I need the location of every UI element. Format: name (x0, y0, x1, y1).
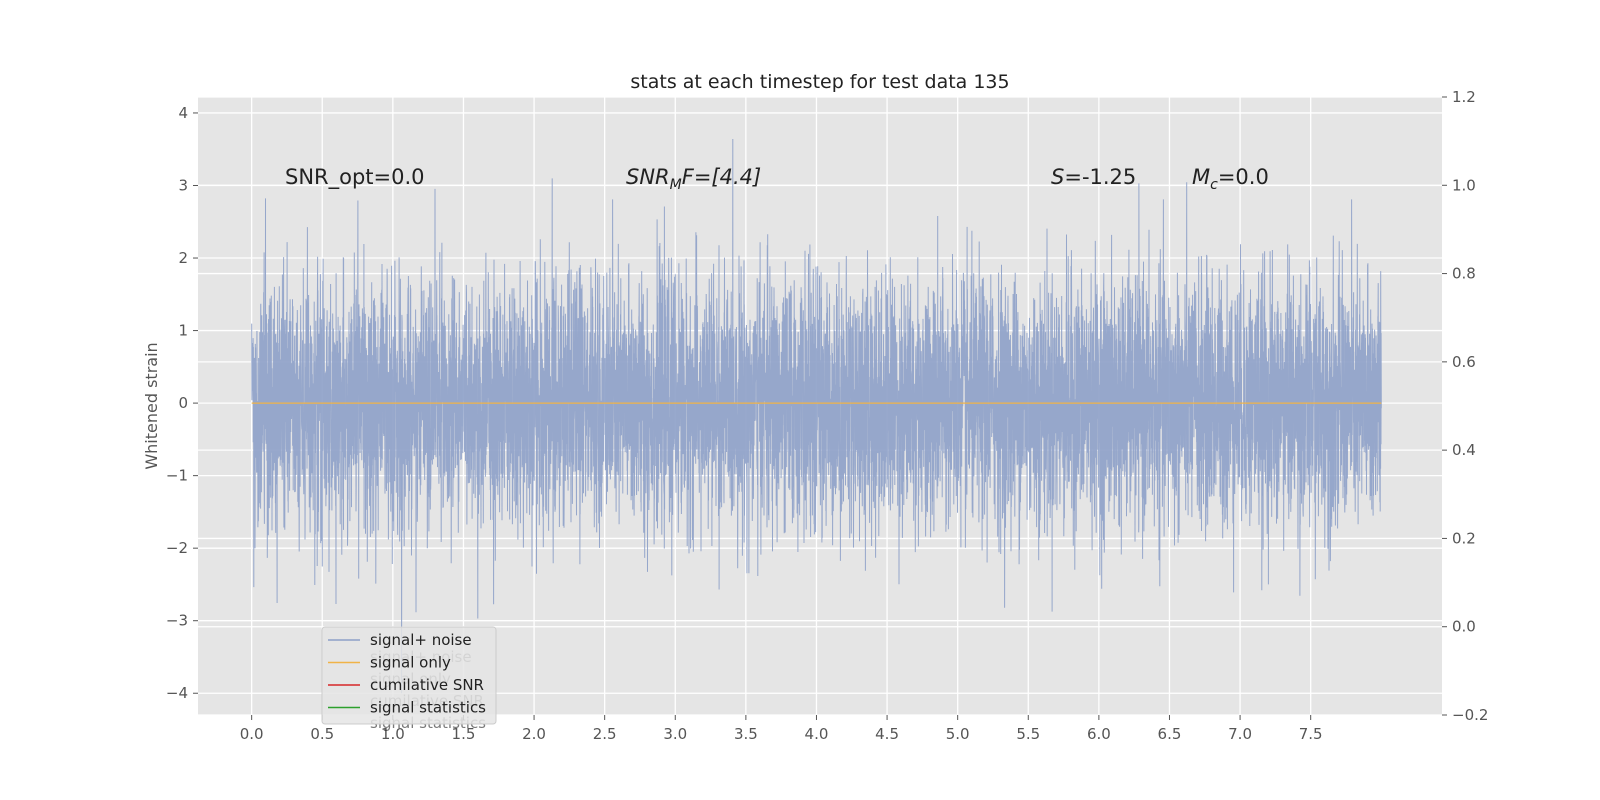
annotation-s-symbol: S (1051, 165, 1064, 189)
legend-label: signal statistics (370, 699, 486, 717)
y-tick-label: 3 (178, 176, 188, 194)
y-tick-label: 2 (178, 249, 188, 267)
y2-tick-label: 0.4 (1452, 441, 1476, 459)
x-tick-label: 2.0 (522, 725, 546, 743)
y-tick-label: 4 (178, 104, 188, 122)
annotation-mc-sub: c (1210, 177, 1218, 193)
y2-tick-label: 0.2 (1452, 529, 1476, 547)
y2-tick-label: 0.6 (1452, 353, 1476, 371)
legend-label: cumilative SNR (370, 676, 484, 694)
y2-tick-label: 0.0 (1452, 618, 1476, 636)
x-tick-label: 4.0 (805, 725, 829, 743)
legend-label: signal+ noise (370, 631, 472, 649)
x-tick-label: 5.0 (946, 725, 970, 743)
x-tick-label: 1.5 (452, 725, 476, 743)
x-tick-label: 1.0 (381, 725, 405, 743)
y-tick-label: −3 (166, 612, 188, 630)
series-layer (251, 138, 1382, 694)
annotation-mc: Mc=0.0 (1192, 165, 1269, 193)
annotation-snr-mf-sub: M (670, 177, 682, 193)
annotation-snr-opt: SNR_opt=0.0 (285, 165, 425, 190)
x-tick-label: 7.5 (1299, 725, 1323, 743)
x-tick-label: 3.5 (734, 725, 758, 743)
legend: signal+ noise signal only cumilative SNR si… (321, 626, 497, 725)
x-tick-label: 3.0 (663, 725, 687, 743)
annotation-snr-mf: SNRMF=[4.4] (626, 165, 761, 193)
x-tick-label: 7.0 (1228, 725, 1252, 743)
y2-tick-label: −0.2 (1452, 706, 1488, 724)
annotation-mc-symbol: M (1192, 165, 1210, 189)
y-tick-label: 1 (178, 322, 188, 340)
annotation-mc-value: =0.0 (1218, 165, 1269, 189)
legend-label: signal only (370, 654, 451, 672)
annotation-snr-mf-rest: F=[4.4] (682, 165, 761, 189)
legend-box (321, 626, 497, 725)
y2-tick-label: 1.0 (1452, 176, 1476, 194)
annotation-s-value: =-1.25 (1064, 165, 1136, 189)
x-tick-label: 6.0 (1087, 725, 1111, 743)
series-signal-plus-noise (251, 138, 1382, 694)
y-tick-label: −1 (166, 467, 188, 485)
x-tick-label: 6.5 (1158, 725, 1182, 743)
annotation-snr-mf-main: SNR (626, 165, 670, 189)
y2-tick-label: 0.8 (1452, 265, 1476, 283)
annotations: SNR_opt=0.0 SNRMF=[4.4] S=-1.25 Mc=0.0 (285, 165, 1269, 193)
axes-ticks: 0.0 0.5 1.0 1.5 2.0 2.5 3.0 3.5 4.0 4.5 5.0 5.5 6.0 6… (166, 88, 1489, 743)
x-tick-label: 0.5 (310, 725, 334, 743)
y-tick-label: 0 (178, 394, 188, 412)
x-tick-label: 2.5 (593, 725, 617, 743)
x-tick-label: 4.5 (875, 725, 899, 743)
annotation-s: S=-1.25 (1051, 165, 1136, 189)
y-tick-label: −4 (166, 684, 188, 702)
chart-title: stats at each timestep for test data 135 (630, 71, 1009, 93)
x-tick-label: 0.0 (240, 725, 264, 743)
y-axis-label: Whitened strain (142, 342, 161, 469)
x-tick-label: 5.5 (1016, 725, 1040, 743)
y2-tick-label: 1.2 (1452, 88, 1476, 106)
y-tick-label: −2 (166, 539, 188, 557)
